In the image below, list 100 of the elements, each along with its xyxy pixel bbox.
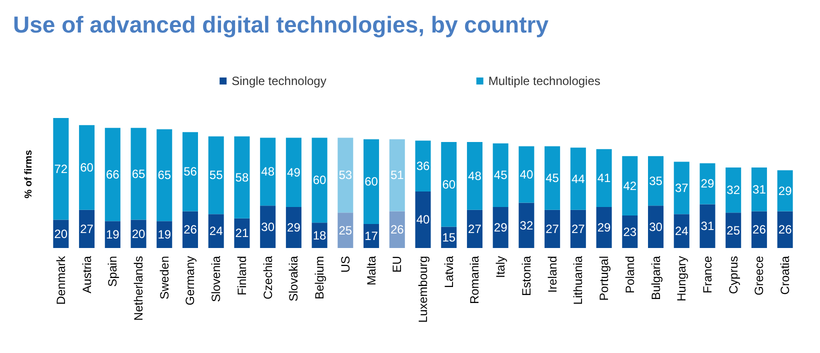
data-label: 29 — [778, 184, 792, 198]
x-tick-label: Hungary — [674, 256, 689, 302]
data-label: 30 — [649, 220, 663, 234]
x-tick-label: Greece — [752, 256, 766, 296]
x-tick-label: Czechia — [260, 256, 275, 300]
bar — [156, 129, 172, 222]
x-tick-label: Belgium — [312, 256, 327, 300]
data-label: 26 — [390, 222, 404, 237]
data-label: 25 — [338, 223, 352, 238]
data-label: 27 — [546, 222, 560, 236]
data-label: 32 — [726, 183, 740, 198]
x-tick-label: France — [700, 256, 714, 294]
data-label: 55 — [209, 168, 224, 182]
legend-label: Single technology — [232, 74, 326, 88]
x-tick-label: Portugal — [597, 256, 612, 301]
bar — [518, 146, 534, 203]
bar — [130, 128, 146, 220]
x-tick-label: Austria — [80, 256, 94, 294]
x-tick-label: Spain — [106, 256, 120, 287]
data-label: 37 — [674, 180, 689, 195]
x-tick-label: Cyprus — [726, 256, 740, 294]
data-label: 45 — [494, 168, 508, 182]
data-label: 21 — [235, 226, 249, 240]
bar — [726, 167, 742, 213]
x-tick-label: Latvia — [442, 256, 456, 288]
y-axis-title: % of firms — [24, 150, 34, 198]
x-tick-label: Germany — [183, 256, 198, 306]
bar — [415, 140, 431, 192]
bar — [338, 138, 354, 213]
bar — [544, 210, 560, 248]
x-tick-label: Finland — [234, 256, 249, 296]
data-label: 60 — [364, 174, 378, 189]
x-tick-label: Slovenia — [209, 256, 224, 302]
bar — [182, 132, 198, 212]
bar — [570, 148, 586, 210]
chart-title: Use of advanced digital technologies, by country — [13, 12, 549, 38]
x-tick-label: Lithuania — [571, 256, 586, 305]
bar — [389, 139, 405, 212]
x-tick-label: Luxembourg — [416, 256, 430, 323]
data-label: 26 — [752, 222, 766, 237]
x-tick-label: Croatia — [778, 256, 792, 295]
x-tick-label: Netherlands — [132, 256, 146, 321]
data-label: 48 — [261, 164, 275, 179]
bar — [570, 210, 586, 248]
x-tick-label: Malta — [364, 256, 378, 286]
bar — [208, 214, 224, 248]
data-label: 65 — [158, 168, 172, 182]
bar — [260, 138, 276, 206]
bar — [777, 170, 793, 212]
legend-label: Multiple technologies — [488, 74, 600, 88]
bar — [104, 128, 120, 222]
data-label: 60 — [442, 177, 456, 192]
data-label: 24 — [674, 224, 689, 238]
data-label: 45 — [546, 171, 560, 186]
bar — [312, 138, 328, 223]
x-tick-label: US — [338, 256, 352, 273]
bar — [364, 139, 380, 224]
data-label: 32 — [520, 218, 534, 232]
x-tick-label: Estonia — [519, 256, 534, 296]
x-tick-label: EU — [390, 256, 404, 273]
x-tick-label: Italy — [494, 256, 508, 278]
data-label: 27 — [571, 222, 586, 236]
bar — [596, 207, 612, 248]
bar — [441, 142, 457, 227]
data-label: 53 — [338, 168, 352, 182]
x-tick-label: Sweden — [157, 256, 172, 300]
data-label: 40 — [520, 168, 534, 182]
bar — [700, 163, 716, 204]
bar — [79, 210, 95, 248]
x-tick-label: Ireland — [545, 256, 560, 293]
data-label: 29 — [287, 220, 301, 235]
bar — [544, 146, 560, 210]
data-label: 18 — [312, 228, 327, 242]
x-tick-label: Bulgaria — [648, 256, 663, 300]
data-label: 27 — [80, 222, 94, 236]
bar — [518, 202, 534, 248]
data-label: 44 — [571, 172, 586, 186]
data-label: 24 — [209, 224, 224, 238]
data-label: 72 — [54, 162, 68, 176]
bar — [53, 118, 69, 220]
data-label: 29 — [494, 220, 508, 235]
data-label: 48 — [468, 168, 482, 183]
bar — [648, 206, 664, 248]
bar — [79, 125, 95, 210]
bar — [726, 212, 742, 248]
bar — [751, 167, 767, 212]
bar — [286, 207, 302, 248]
bar — [622, 156, 638, 216]
x-tick-label: Slovakia — [286, 256, 301, 302]
data-label: 26 — [778, 222, 792, 237]
bar — [415, 191, 431, 248]
data-label: 23 — [623, 224, 637, 239]
data-label: 58 — [235, 170, 249, 184]
bar — [674, 214, 690, 248]
bar — [700, 204, 716, 248]
data-label: 36 — [416, 159, 430, 174]
data-label: 17 — [364, 228, 378, 243]
data-label: 26 — [184, 222, 198, 237]
x-tick-label: Romania — [468, 256, 482, 304]
bar — [338, 212, 354, 248]
